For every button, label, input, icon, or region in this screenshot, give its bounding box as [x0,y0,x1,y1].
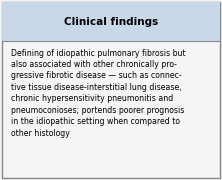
FancyBboxPatch shape [2,2,220,41]
Text: Defining of idiopathic pulmonary fibrosis but
also associated with other chronic: Defining of idiopathic pulmonary fibrosi… [11,49,186,138]
Text: Clinical findings: Clinical findings [64,17,158,27]
FancyBboxPatch shape [2,2,220,178]
